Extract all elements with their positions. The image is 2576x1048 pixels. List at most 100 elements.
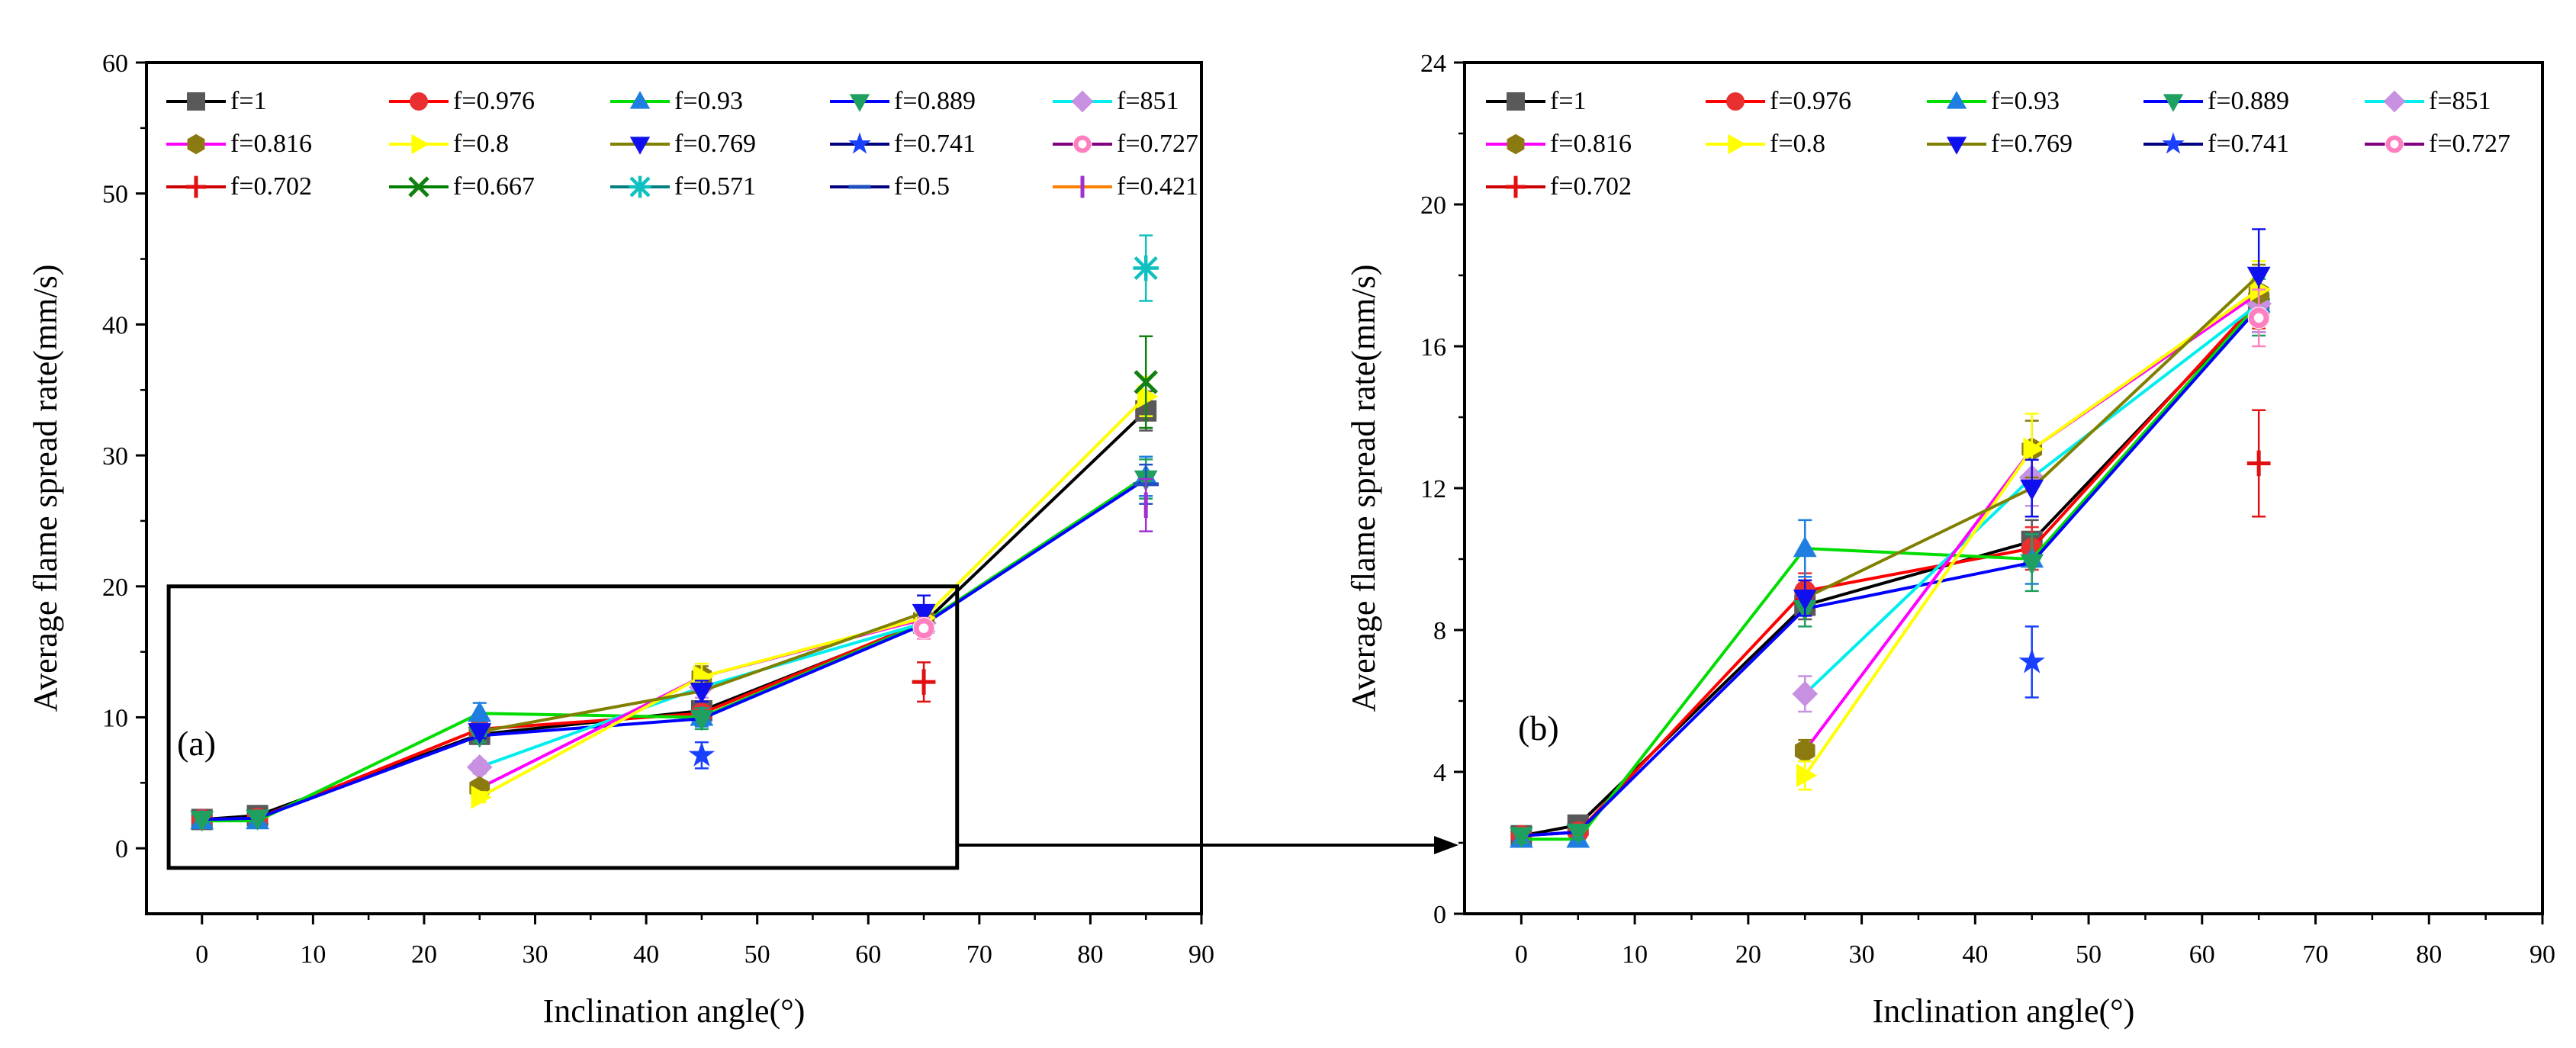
legend-marker [410,92,428,111]
series-f-0-702 [912,661,936,703]
panel-label: (a) [177,724,216,763]
legend-marker [2385,134,2404,154]
legend-item-f-0-816: f=0.816 [166,130,312,158]
data-point [688,741,716,767]
y-tick-label: 60 [102,50,128,78]
legend-item-f-0-727: f=0.727 [1053,130,1198,158]
legend-label: f=0.93 [1991,87,2060,115]
legend-label: f=0.667 [453,172,535,201]
legend-item-f-0-769: f=0.769 [610,130,756,158]
plot-frame [145,61,1203,915]
legend-marker [1071,90,1094,113]
legend-item-f-851: f=851 [2365,87,2491,115]
data-point [2020,554,2044,575]
legend-marker [848,132,871,154]
chart-panel-b: 0 10 20 30 40 50 60 70 80 90 0 4 8 12 16 20 24 Inclinatio… [1345,50,2555,1030]
y-tick-label: 10 [102,704,128,732]
data-point [2020,479,2044,501]
series-line [201,474,1147,823]
series-f-0-769 [468,594,936,744]
data-point [1793,535,1817,558]
data-point [471,785,492,809]
legend-marker [1728,133,1746,155]
legend-label: f=0.889 [894,87,976,115]
series-f-0-93 [190,455,1158,830]
series-f-0-667 [1134,335,1158,429]
series-f-0-741 [2018,625,2045,699]
y-axis-title: Average flame spread rate(mm/s) [27,265,64,712]
series-f-0-8 [471,375,1159,809]
data-point [912,603,936,625]
data-point [1796,763,1818,788]
legend-item-f-1: f=1 [1486,87,1587,115]
legend-label: f=0.727 [1117,130,1198,158]
arrow-head [1434,836,1458,854]
y-tick-label: 50 [102,181,128,209]
x-tick-label: 20 [1735,940,1761,969]
legend-marker [411,133,429,155]
x-tick-label: 60 [2189,940,2215,969]
legend-item-f-0-8: f=0.8 [389,130,509,158]
series-f-0-889 [190,458,1158,832]
legend-item-f-0-8: f=0.8 [1706,130,1825,158]
legend-label: f=0.976 [453,87,535,115]
data-point [468,723,492,744]
y-tick-label: 30 [102,442,128,471]
legend-label: f=1 [230,87,267,115]
legend-marker [1507,133,1525,155]
legend-marker [2162,132,2185,154]
y-tick-label: 20 [102,574,128,602]
legend-label: f=0.5 [894,172,950,201]
legend-item-f-0-816: f=0.816 [1486,130,1632,158]
legend: f=1 f=0.976 f=0.93 f=0.889 f=851 f=0.816 f=0.8… [1486,87,2510,201]
legend-label: f=0.702 [1550,172,1632,201]
legend-label: f=0.769 [1991,130,2073,158]
series-line [1521,302,2260,837]
legend-item-f-0-421: f=0.421 [1053,172,1198,201]
series-f-0-702 [2246,409,2271,518]
legend-marker [1073,134,1092,154]
legend-item-f-0-727: f=0.727 [2365,130,2510,158]
legend-item-f-0-571: f=0.571 [610,172,756,201]
legend-item-f-0-889: f=0.889 [830,87,976,115]
x-tick-label: 70 [966,940,992,969]
data-point [1794,738,1815,763]
x-tick-label: 90 [2529,940,2555,969]
x-tick-label: 40 [1962,940,1988,969]
legend-marker [629,137,651,155]
data-point [1134,370,1158,394]
legend-marker [185,175,207,198]
y-tick-label: 4 [1433,759,1446,787]
data-point [1133,255,1159,281]
legend-marker [629,91,651,109]
y-tick-label: 16 [1420,333,1446,362]
legend-item-f-0-741: f=0.741 [2143,130,2289,158]
data-point [1566,823,1590,845]
data-point [1793,589,1817,611]
x-tick-label: 0 [1515,940,1528,969]
legend-item-f-0-667: f=0.667 [389,172,535,201]
legend-marker [1505,175,1526,198]
legend-label: f=1 [1550,87,1587,115]
y-tick-label: 40 [102,311,128,339]
x-tick-label: 90 [1188,940,1214,969]
data-point [2018,648,2045,673]
series-line [478,395,1147,799]
legend-item-f-851: f=851 [1053,87,1179,115]
legend-marker [629,175,651,198]
x-tick-label: 20 [411,940,437,969]
legend-label: f=0.8 [1770,130,1825,158]
legend-item-f-0-93: f=0.93 [610,87,743,115]
legend-item-f-0-702: f=0.702 [166,172,312,201]
plot-area [190,234,1159,832]
data-point [246,809,269,831]
data-point [1137,384,1159,409]
legend-item-f-0-889: f=0.889 [2143,87,2289,115]
x-tick-label: 30 [1849,940,1875,969]
data-point [1792,680,1819,707]
legend-item-f-0-741: f=0.741 [830,130,976,158]
legend-item-f-0-702: f=0.702 [1486,172,1632,201]
series-line [201,410,1147,821]
x-tick-label: 50 [744,940,770,969]
